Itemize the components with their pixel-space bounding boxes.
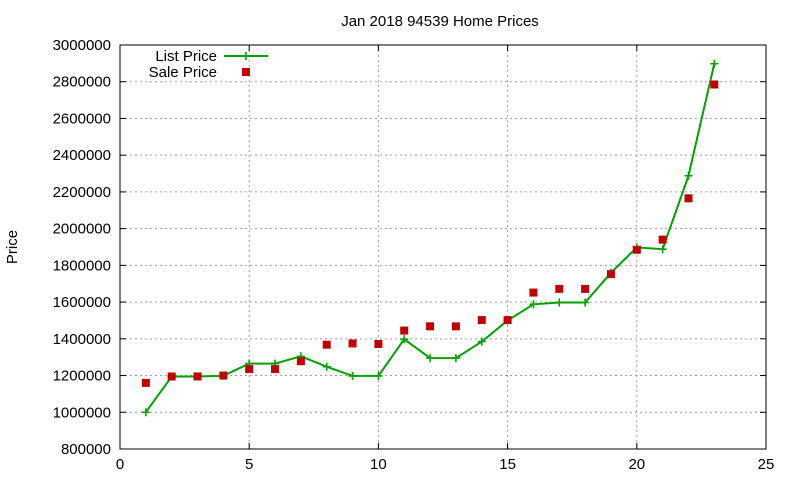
x-tick-label: 15 [499,456,516,473]
sale-price-point [710,80,719,89]
sale-price-point [503,316,512,325]
list-price-point [374,371,383,380]
x-tick-label: 10 [370,456,387,473]
chart-title: Jan 2018 94539 Home Prices [341,13,539,30]
x-tick-label: 20 [628,456,645,473]
y-tick-label: 1000000 [53,404,111,421]
sale-price-point [219,371,228,380]
list-price-point [348,371,357,380]
list-price-point [710,59,719,68]
sale-price-point [426,322,435,331]
y-tick-label: 2600000 [53,110,111,127]
legend-label: Sale Price [149,64,217,81]
list-price-point [477,337,486,346]
list-price-point [141,408,150,417]
sale-price-point [581,284,590,293]
sale-price-point [632,245,641,254]
list-price-point [555,298,564,307]
sale-price-point [271,365,280,374]
x-tick-label: 25 [758,456,775,473]
legend-swatch-plus [242,52,250,60]
y-tick-label: 1800000 [53,257,111,274]
list-price-point [684,171,693,180]
y-tick-label: 1200000 [53,368,111,385]
sale-price-point [400,326,409,335]
sale-price-point [193,372,202,381]
y-tick-label: 1600000 [53,294,111,311]
legend-label: List Price [155,48,217,65]
y-axis-label: Price [4,230,21,264]
y-tick-label: 800000 [61,441,111,458]
sale-price-point [555,284,564,293]
sale-price-point [374,339,383,348]
y-tick-label: 3000000 [53,37,111,54]
sale-price-point [477,316,486,325]
list-price-point [322,362,331,371]
list-price-point [451,354,460,363]
sale-price-point [451,322,460,331]
x-axis: 0 5 10 15 20 25 [116,45,775,473]
sale-price-point [684,194,693,203]
sale-price-point [245,365,254,374]
sale-price-point [658,235,667,244]
sale-price-point [167,372,176,381]
legend-swatch-square [242,68,250,76]
x-tick-label: 5 [245,456,253,473]
list-price-point [658,245,667,254]
list-price-point [400,335,409,344]
list-price-point [426,354,435,363]
list-price-point [581,298,590,307]
plot-frame [119,44,767,450]
y-tick-label: 2800000 [53,74,111,91]
sale-price-point [141,378,150,387]
sale-price-point [606,270,615,279]
sale-price-point [529,288,538,297]
y-tick-label: 2000000 [53,221,111,238]
y-tick-label: 2200000 [53,184,111,201]
y-axis: 800000 1000000 1200000 1400000 1600000 180000… [53,37,766,458]
sale-price-point [296,357,305,366]
sale-price-point [348,339,357,348]
list-price-point [529,300,538,309]
sale-price-point [322,340,331,349]
y-tick-label: 1400000 [53,331,111,348]
series-layer [141,59,719,417]
y-tick-label: 2400000 [53,147,111,164]
x-tick-label: 0 [116,456,124,473]
